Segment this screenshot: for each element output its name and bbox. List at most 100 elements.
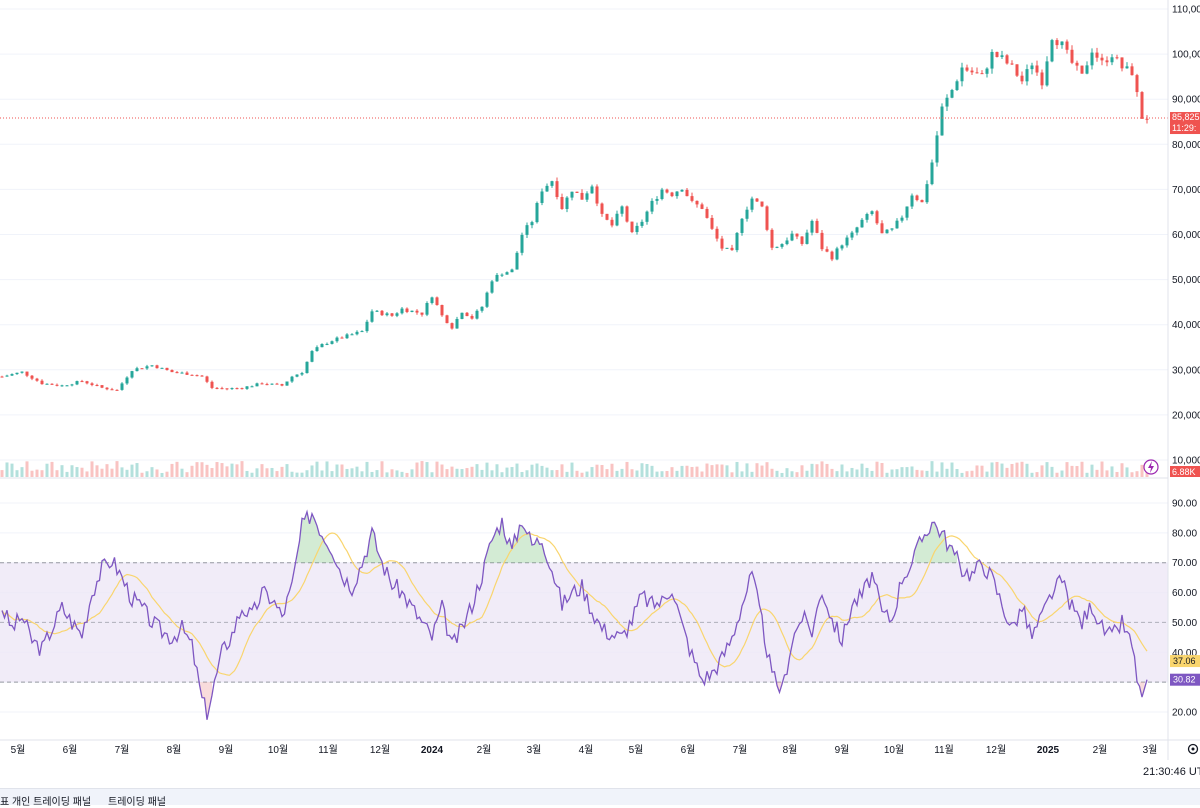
- candle-body: [530, 222, 534, 226]
- candle-body: [560, 196, 564, 209]
- candle-body: [890, 228, 894, 230]
- chart-canvas[interactable]: 110,00 100,00 90,000 80,000 70,000 60,000 50,0…: [0, 0, 1200, 788]
- candle-body: [45, 383, 49, 385]
- candle-body: [455, 318, 459, 329]
- candle-body: [665, 189, 669, 193]
- candle-body: [430, 297, 434, 304]
- candle-body: [440, 305, 444, 316]
- rsi-overbought-fill: [364, 528, 382, 563]
- volume-bar: [310, 465, 314, 477]
- candle-body: [990, 51, 994, 69]
- volume-bar: [605, 469, 609, 477]
- volume-label: 6.88K: [1172, 467, 1196, 477]
- time-axis-month-label: 10월: [884, 744, 904, 756]
- time-axis-labels[interactable]: 5월 6월 7월 8월 9월 10월 11월 12월 2024 2월 3월 4월 5월 6월 7월 8월 9월 1…: [11, 744, 1158, 756]
- volume-bar: [715, 464, 719, 477]
- time-axis-month-label: 9월: [219, 744, 234, 756]
- candle-body: [320, 344, 324, 348]
- candle-body: [675, 191, 679, 197]
- volume-bar: [850, 467, 854, 477]
- price-tick-label: 20,000: [1172, 410, 1200, 421]
- candle-body: [1000, 55, 1004, 57]
- volume-bar: [540, 465, 544, 477]
- candle-body: [935, 135, 939, 163]
- candle-body: [520, 234, 524, 253]
- price-tick-label: 80,000: [1172, 140, 1200, 151]
- volume-bar: [45, 463, 49, 477]
- volume-bar: [215, 462, 219, 477]
- rsi-overbought-fill: [297, 511, 335, 563]
- volume-bar: [160, 472, 164, 477]
- candle-body: [1010, 63, 1014, 65]
- volume-bar: [600, 465, 604, 477]
- volume-bar: [610, 463, 614, 477]
- candle-body: [930, 162, 934, 185]
- volume-bar: [240, 461, 244, 477]
- candle-body: [40, 380, 44, 385]
- candle-body: [760, 201, 764, 207]
- volume-bar: [630, 469, 634, 477]
- volume-bar: [365, 461, 369, 477]
- volume-bar: [490, 470, 494, 477]
- volume-bar: [1035, 472, 1039, 477]
- volume-bar: [470, 466, 474, 477]
- rsi-tick-label: 80.00: [1172, 528, 1197, 539]
- volume-bar: [345, 468, 349, 477]
- volume-bar: [945, 468, 949, 477]
- time-axis-month-label: 7월: [733, 744, 748, 756]
- settings-gear-icon[interactable]: [1187, 743, 1199, 755]
- volume-bar: [960, 472, 964, 477]
- candle-body: [870, 211, 874, 215]
- candle-body: [500, 274, 504, 276]
- candle-body: [670, 192, 674, 197]
- volume-bar: [670, 467, 674, 477]
- candle-body: [775, 246, 779, 248]
- tab-personal-trading-panel[interactable]: 표 개인 트레이딩 패널: [0, 797, 92, 808]
- volume-bar: [1010, 463, 1014, 477]
- candle-body: [125, 377, 129, 384]
- time-axis-year-label: 2025: [1037, 745, 1060, 756]
- tab-trading-panel[interactable]: 트레이딩 패널: [108, 797, 166, 808]
- candle-body: [380, 310, 384, 316]
- volume-bar: [1085, 472, 1089, 477]
- candle-body: [160, 367, 164, 369]
- volume-bar: [825, 463, 829, 477]
- candle-body: [515, 252, 519, 270]
- candle-body: [470, 316, 474, 319]
- candle-body: [415, 310, 419, 313]
- volume-bar: [200, 462, 204, 477]
- volume-bar: [50, 461, 54, 477]
- volume-bar: [870, 470, 874, 477]
- time-axis-month-label: 5월: [11, 744, 26, 756]
- volume-bar: [985, 471, 989, 477]
- volume-bar: [15, 470, 19, 477]
- volume-bar: [860, 463, 864, 477]
- candle-body: [510, 269, 514, 273]
- volume-bar: [320, 470, 324, 477]
- rsi-ma-line: [1, 532, 1148, 676]
- volume-bars: [0, 461, 1149, 477]
- candle-body: [1080, 65, 1084, 74]
- volume-bar: [1140, 464, 1144, 477]
- time-readout[interactable]: 21:30:46 UT: [1143, 766, 1200, 778]
- volume-bar: [280, 466, 284, 477]
- volume-bar: [445, 469, 449, 477]
- candle-body: [730, 247, 734, 251]
- candle-body: [860, 219, 864, 228]
- volume-bar: [590, 467, 594, 477]
- volume-bar: [115, 461, 119, 477]
- candle-body: [75, 381, 79, 385]
- alert-lightning-icon[interactable]: [1143, 459, 1159, 475]
- candle-body: [1045, 61, 1049, 86]
- candle-body: [135, 368, 139, 372]
- volume-bar: [85, 471, 89, 477]
- volume-bar: [175, 461, 179, 477]
- volume-bar: [150, 467, 154, 477]
- candle-body: [285, 381, 289, 386]
- volume-bar: [360, 471, 364, 477]
- volume-bar: [100, 468, 104, 477]
- volume-bar: [785, 468, 789, 477]
- candle-body: [255, 383, 259, 387]
- candle-body: [450, 323, 454, 329]
- candle-body: [300, 373, 304, 375]
